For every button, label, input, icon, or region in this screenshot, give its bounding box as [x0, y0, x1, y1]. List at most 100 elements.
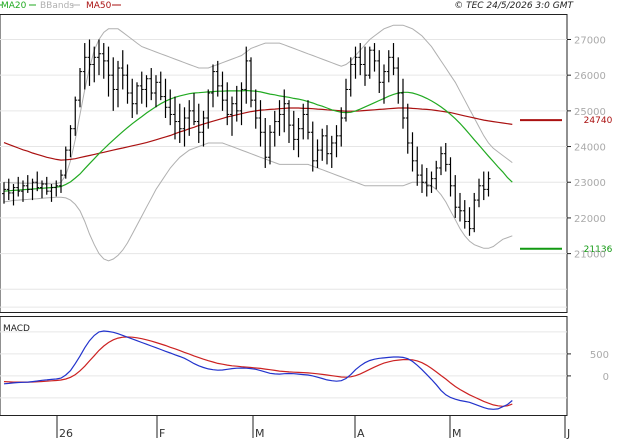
- ohlc-bar: [263, 117, 268, 168]
- ohlc-bar: [206, 89, 211, 129]
- ohlc-bar: [410, 132, 415, 172]
- macd-panel-frame: [0, 316, 568, 416]
- ohlc-bar: [49, 184, 54, 202]
- ohlc-bar: [282, 89, 287, 133]
- ohlc-bar: [2, 182, 6, 204]
- ohlc-bar: [239, 82, 244, 126]
- ohlc-bar: [73, 96, 78, 136]
- ohlc-bar: [111, 57, 116, 111]
- price-tick-label: 27000: [574, 35, 606, 46]
- ohlc-bar: [11, 184, 16, 206]
- ohlc-bar: [481, 171, 486, 201]
- price-tick-label: 24000: [574, 143, 606, 154]
- ohlc-bar: [54, 180, 59, 197]
- ohlc-bar: [268, 125, 272, 165]
- ma20-line: [3, 89, 513, 192]
- ohlc-bar: [467, 207, 472, 236]
- ma20-series: [3, 89, 513, 192]
- ohlc-bar: [215, 60, 220, 97]
- ohlc-bar: [415, 146, 420, 186]
- ohlc-bar: [396, 57, 401, 104]
- ohlc-bar: [116, 60, 120, 108]
- ohlc-bar: [196, 103, 201, 143]
- ohlc-bar: [78, 68, 82, 108]
- ohlc-bar: [377, 50, 382, 94]
- macd-series: [3, 330, 513, 410]
- price-level-label: 21136: [584, 245, 613, 255]
- ma50-line: [3, 107, 513, 161]
- ohlc-bar: [329, 135, 334, 168]
- ohlc-bar: [220, 71, 225, 111]
- ohlc-bar: [287, 100, 291, 143]
- ohlc-bar: [291, 110, 296, 151]
- ohlc-bar: [101, 43, 106, 79]
- ohlc-bar: [296, 117, 301, 158]
- ohlc-bar: [391, 43, 396, 76]
- ohlc-bar: [334, 125, 339, 158]
- ohlc-bar: [40, 180, 44, 199]
- ohlc-bar: [59, 169, 63, 193]
- ohlc-bar: [486, 171, 491, 197]
- ohlc-bar: [306, 100, 310, 140]
- ohlc-bar: [477, 178, 481, 208]
- bollinger-bands: [3, 24, 513, 262]
- ohlc-bar: [87, 39, 92, 86]
- price-level-label: 24740: [584, 116, 613, 126]
- ohlc-bar: [35, 171, 40, 192]
- month-label: M: [255, 427, 265, 440]
- ohlc-bar: [120, 50, 125, 90]
- ohlc-bar: [25, 175, 30, 193]
- ohlc-bar: [443, 142, 448, 172]
- ohlc-bar: [139, 71, 144, 104]
- ohlc-bar: [154, 75, 158, 108]
- ohlc-bar: [106, 46, 111, 97]
- ohlc-bar: [249, 57, 253, 108]
- ohlc-bar: [310, 121, 315, 172]
- bb-upper-line: [3, 24, 513, 185]
- ohlc-bar: [225, 82, 230, 126]
- month-label: A: [357, 427, 365, 440]
- price-tick-label: 25000: [574, 107, 606, 118]
- ohlc-bar: [253, 89, 258, 129]
- ohlc-bar: [472, 192, 477, 233]
- ohlc-bar: [401, 78, 405, 129]
- ohlc-bar: [301, 103, 306, 140]
- ohlc-bar: [325, 125, 329, 165]
- ohlc-bar: [448, 157, 453, 197]
- macd-grid: [0, 331, 567, 399]
- ohlc-bar: [6, 178, 11, 201]
- ohlc-bar: [439, 146, 443, 176]
- ohlc-bar: [420, 164, 424, 193]
- ohlc-bar: [158, 71, 163, 101]
- price-tick-label: 21000: [574, 250, 606, 261]
- ohlc-bar: [234, 85, 239, 122]
- legend-bbands-label: BBands: [40, 1, 74, 11]
- macd-title: MACD: [3, 324, 30, 334]
- price-tick-label: 22000: [574, 214, 606, 225]
- ohlc-bar: [405, 103, 410, 154]
- ohlc-bar: [458, 192, 462, 222]
- ohlc-bar: [125, 64, 130, 104]
- ohlc-bar: [135, 82, 139, 115]
- ohlc-bar: [424, 167, 429, 197]
- ohlc-bar: [372, 43, 377, 72]
- ohlc-bar: [92, 46, 97, 83]
- ohlc-bar: [177, 103, 182, 143]
- ohlc-bar: [348, 57, 353, 97]
- ohlc-bar: [429, 171, 434, 193]
- ohlc-bar: [173, 96, 177, 140]
- month-label: 26: [59, 427, 73, 440]
- price-y-axis: 21000 22000 23000 24000 25000 26000 27000: [567, 35, 606, 261]
- bb-lower-line: [3, 142, 513, 262]
- month-label: M: [452, 427, 462, 440]
- ohlc-bar: [192, 93, 196, 126]
- ohlc-bar: [63, 146, 68, 179]
- ohlc-bar: [68, 125, 73, 158]
- price-tick-label: 23000: [574, 178, 606, 189]
- ohlc-bar: [386, 50, 391, 83]
- macd-tick-label: 0: [603, 372, 609, 383]
- ohlc-bar: [453, 175, 458, 218]
- x-axis: 26 F M A M J: [0, 415, 570, 440]
- price-tick-label: 26000: [574, 71, 606, 82]
